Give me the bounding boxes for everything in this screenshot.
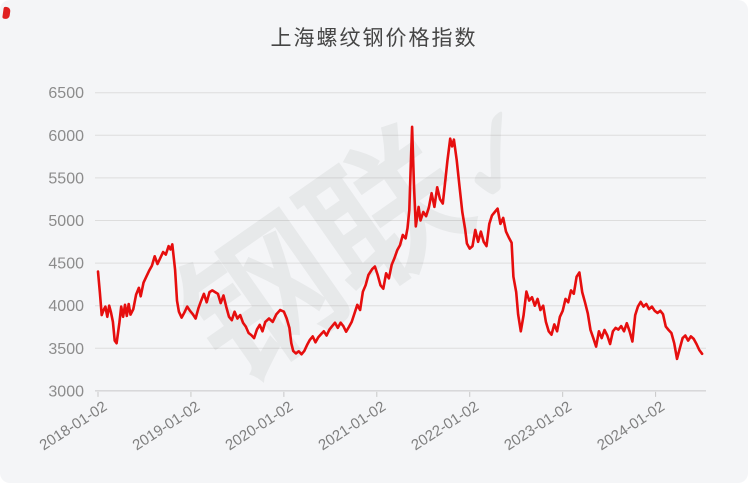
x-axis-tick-label: 2022-01-02: [408, 398, 482, 454]
chart-title: 上海螺纹钢价格指数: [270, 27, 478, 50]
x-axis-tick-label: 2019-01-02: [129, 398, 203, 454]
y-axis-tick-label: 5000: [48, 213, 84, 230]
y-axis-tick-label: 6000: [48, 128, 84, 145]
x-axis-tick-label: 2023-01-02: [501, 398, 575, 454]
x-axis-tick-label: 2018-01-02: [37, 398, 111, 454]
y-axis-tick-label: 6500: [48, 85, 84, 102]
x-axis-tick-label: 2021-01-02: [315, 398, 389, 454]
price-series-line: [96, 125, 704, 361]
y-axis-tick-label: 3000: [48, 383, 84, 400]
y-axis-tick-label: 5500: [48, 170, 84, 187]
y-axis-tick-label: 4000: [48, 298, 84, 315]
y-axis-tick-label: 4500: [48, 256, 84, 273]
x-axis-tick-label: 2024-01-02: [594, 398, 668, 454]
y-axis-tick-label: 3500: [48, 341, 84, 358]
x-axis-tick-label: 2020-01-02: [222, 398, 296, 454]
